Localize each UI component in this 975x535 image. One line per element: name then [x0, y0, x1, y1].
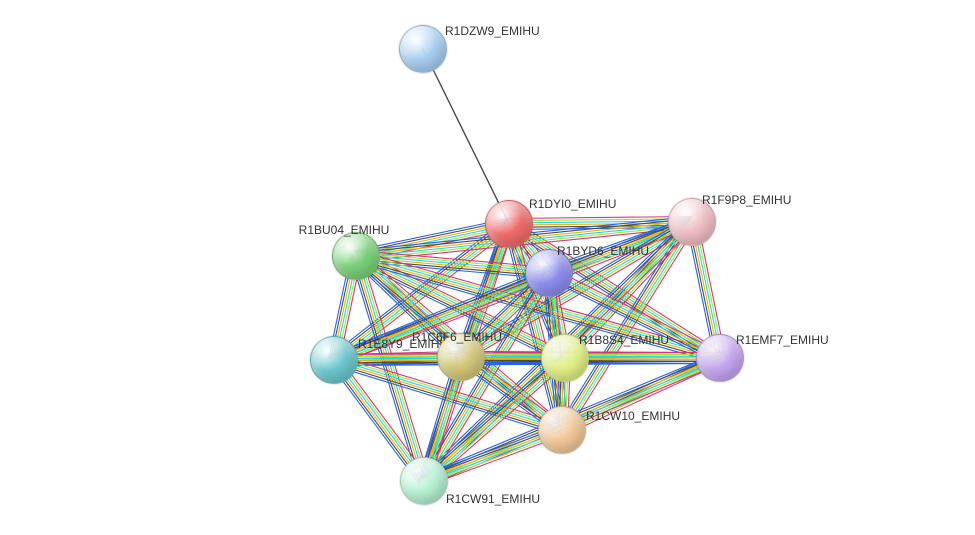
- node-label-r1c6f6[interactable]: R1C6F6_EMIHU: [412, 330, 502, 344]
- node-r1dyi0[interactable]: [485, 200, 533, 248]
- node-label-r1cw91[interactable]: R1CW91_EMIHU: [446, 492, 540, 506]
- node-r1dzw9[interactable]: [399, 25, 447, 73]
- node-label-r1f9p8[interactable]: R1F9P8_EMIHU: [702, 193, 791, 207]
- node-label-r1b8s4[interactable]: R1B8S4_EMIHU: [579, 333, 669, 347]
- node-r1cw91[interactable]: [400, 457, 448, 505]
- node-label-r1dzw9[interactable]: R1DZW9_EMIHU: [445, 24, 540, 38]
- node-label-r1dyi0[interactable]: R1DYI0_EMIHU: [529, 197, 616, 211]
- node-r1e8y9[interactable]: [310, 336, 358, 384]
- node-r1cw10[interactable]: [538, 406, 586, 454]
- node-r1bu04[interactable]: [332, 232, 380, 280]
- node-label-r1emf7[interactable]: R1EMF7_EMIHU: [736, 333, 829, 347]
- node-label-r1bu04[interactable]: R1BU04_EMIHU: [299, 223, 390, 237]
- edges-layer: [0, 0, 975, 535]
- network-graph: R1DZW9_EMIHU R1DYI0_EMIHU R1F9P8_EMIHU R1BU…: [0, 0, 975, 535]
- node-label-r1byd6[interactable]: R1BYD6_EMIHU: [557, 244, 649, 258]
- node-label-r1cw10[interactable]: R1CW10_EMIHU: [586, 409, 680, 423]
